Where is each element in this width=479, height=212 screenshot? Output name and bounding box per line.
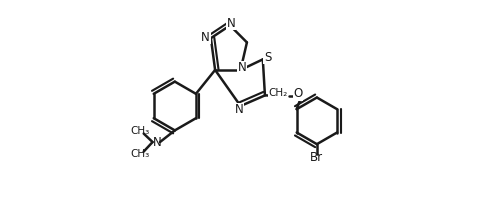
Text: Br: Br (310, 151, 323, 164)
Text: O: O (293, 87, 302, 100)
Text: N: N (201, 31, 210, 44)
Text: N: N (235, 103, 244, 116)
Text: N: N (238, 61, 247, 74)
Text: N: N (153, 135, 162, 149)
Text: S: S (264, 51, 271, 64)
Text: CH₃: CH₃ (130, 149, 149, 159)
Text: CH₂: CH₂ (268, 88, 287, 98)
Text: CH₃: CH₃ (130, 126, 149, 137)
Text: N: N (227, 17, 235, 30)
